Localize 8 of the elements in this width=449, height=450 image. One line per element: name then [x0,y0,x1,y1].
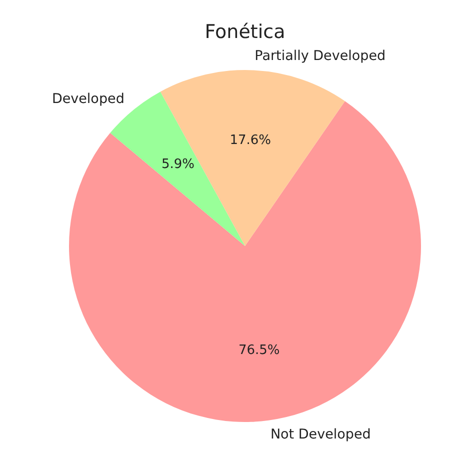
data-label: 5.9% [161,156,195,172]
chart-title: Fonética [204,21,286,43]
slice-label: Developed [52,91,124,108]
data-label: 76.5% [238,343,280,358]
slice-label: Partially Developed [254,48,386,64]
pie-slice [160,70,345,246]
data-label: 17.6% [230,133,272,148]
slice-label: Not Developed [270,426,371,442]
